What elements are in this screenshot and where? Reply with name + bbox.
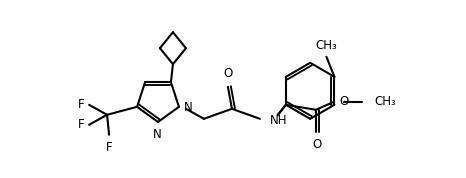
Text: F: F (106, 141, 112, 154)
Text: N: N (153, 128, 161, 141)
Text: F: F (77, 98, 84, 111)
Text: O: O (339, 95, 348, 108)
Text: F: F (77, 118, 84, 131)
Text: N: N (184, 101, 192, 114)
Text: CH₃: CH₃ (315, 39, 337, 52)
Text: NH: NH (270, 114, 288, 127)
Text: O: O (223, 67, 233, 80)
Text: O: O (312, 138, 322, 151)
Text: CH₃: CH₃ (374, 95, 396, 108)
